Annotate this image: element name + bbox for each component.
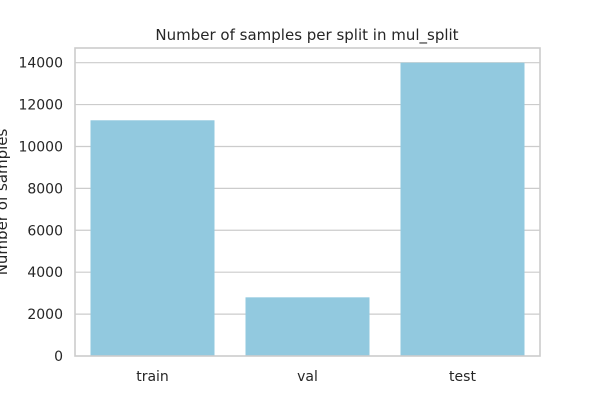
x-tick-label-val: val bbox=[297, 369, 318, 385]
y-tick-label: 2000 bbox=[27, 307, 63, 323]
x-tick-label-train: train bbox=[136, 369, 169, 385]
bar-test bbox=[400, 62, 525, 357]
bar-train bbox=[90, 120, 215, 357]
x-tick-label-test: test bbox=[449, 369, 476, 385]
y-tick-label: 6000 bbox=[27, 223, 63, 239]
y-tick-label: 12000 bbox=[18, 98, 63, 114]
bars bbox=[90, 62, 525, 357]
x-tick-labels: train val test bbox=[136, 369, 476, 385]
y-tick-label: 8000 bbox=[27, 181, 63, 197]
y-tick-label: 14000 bbox=[18, 56, 63, 72]
y-tick-label: 4000 bbox=[27, 265, 63, 281]
chart-title: Number of samples per split in mul_split bbox=[155, 26, 458, 45]
plot-frame bbox=[74, 47, 541, 357]
y-tick-label: 0 bbox=[54, 349, 63, 365]
y-tick-label: 10000 bbox=[18, 139, 63, 155]
bar-val bbox=[245, 297, 370, 356]
y-tick-labels: 0 2000 4000 6000 8000 10000 12000 14000 bbox=[18, 56, 63, 365]
y-axis-title: Number of samples bbox=[0, 129, 11, 276]
